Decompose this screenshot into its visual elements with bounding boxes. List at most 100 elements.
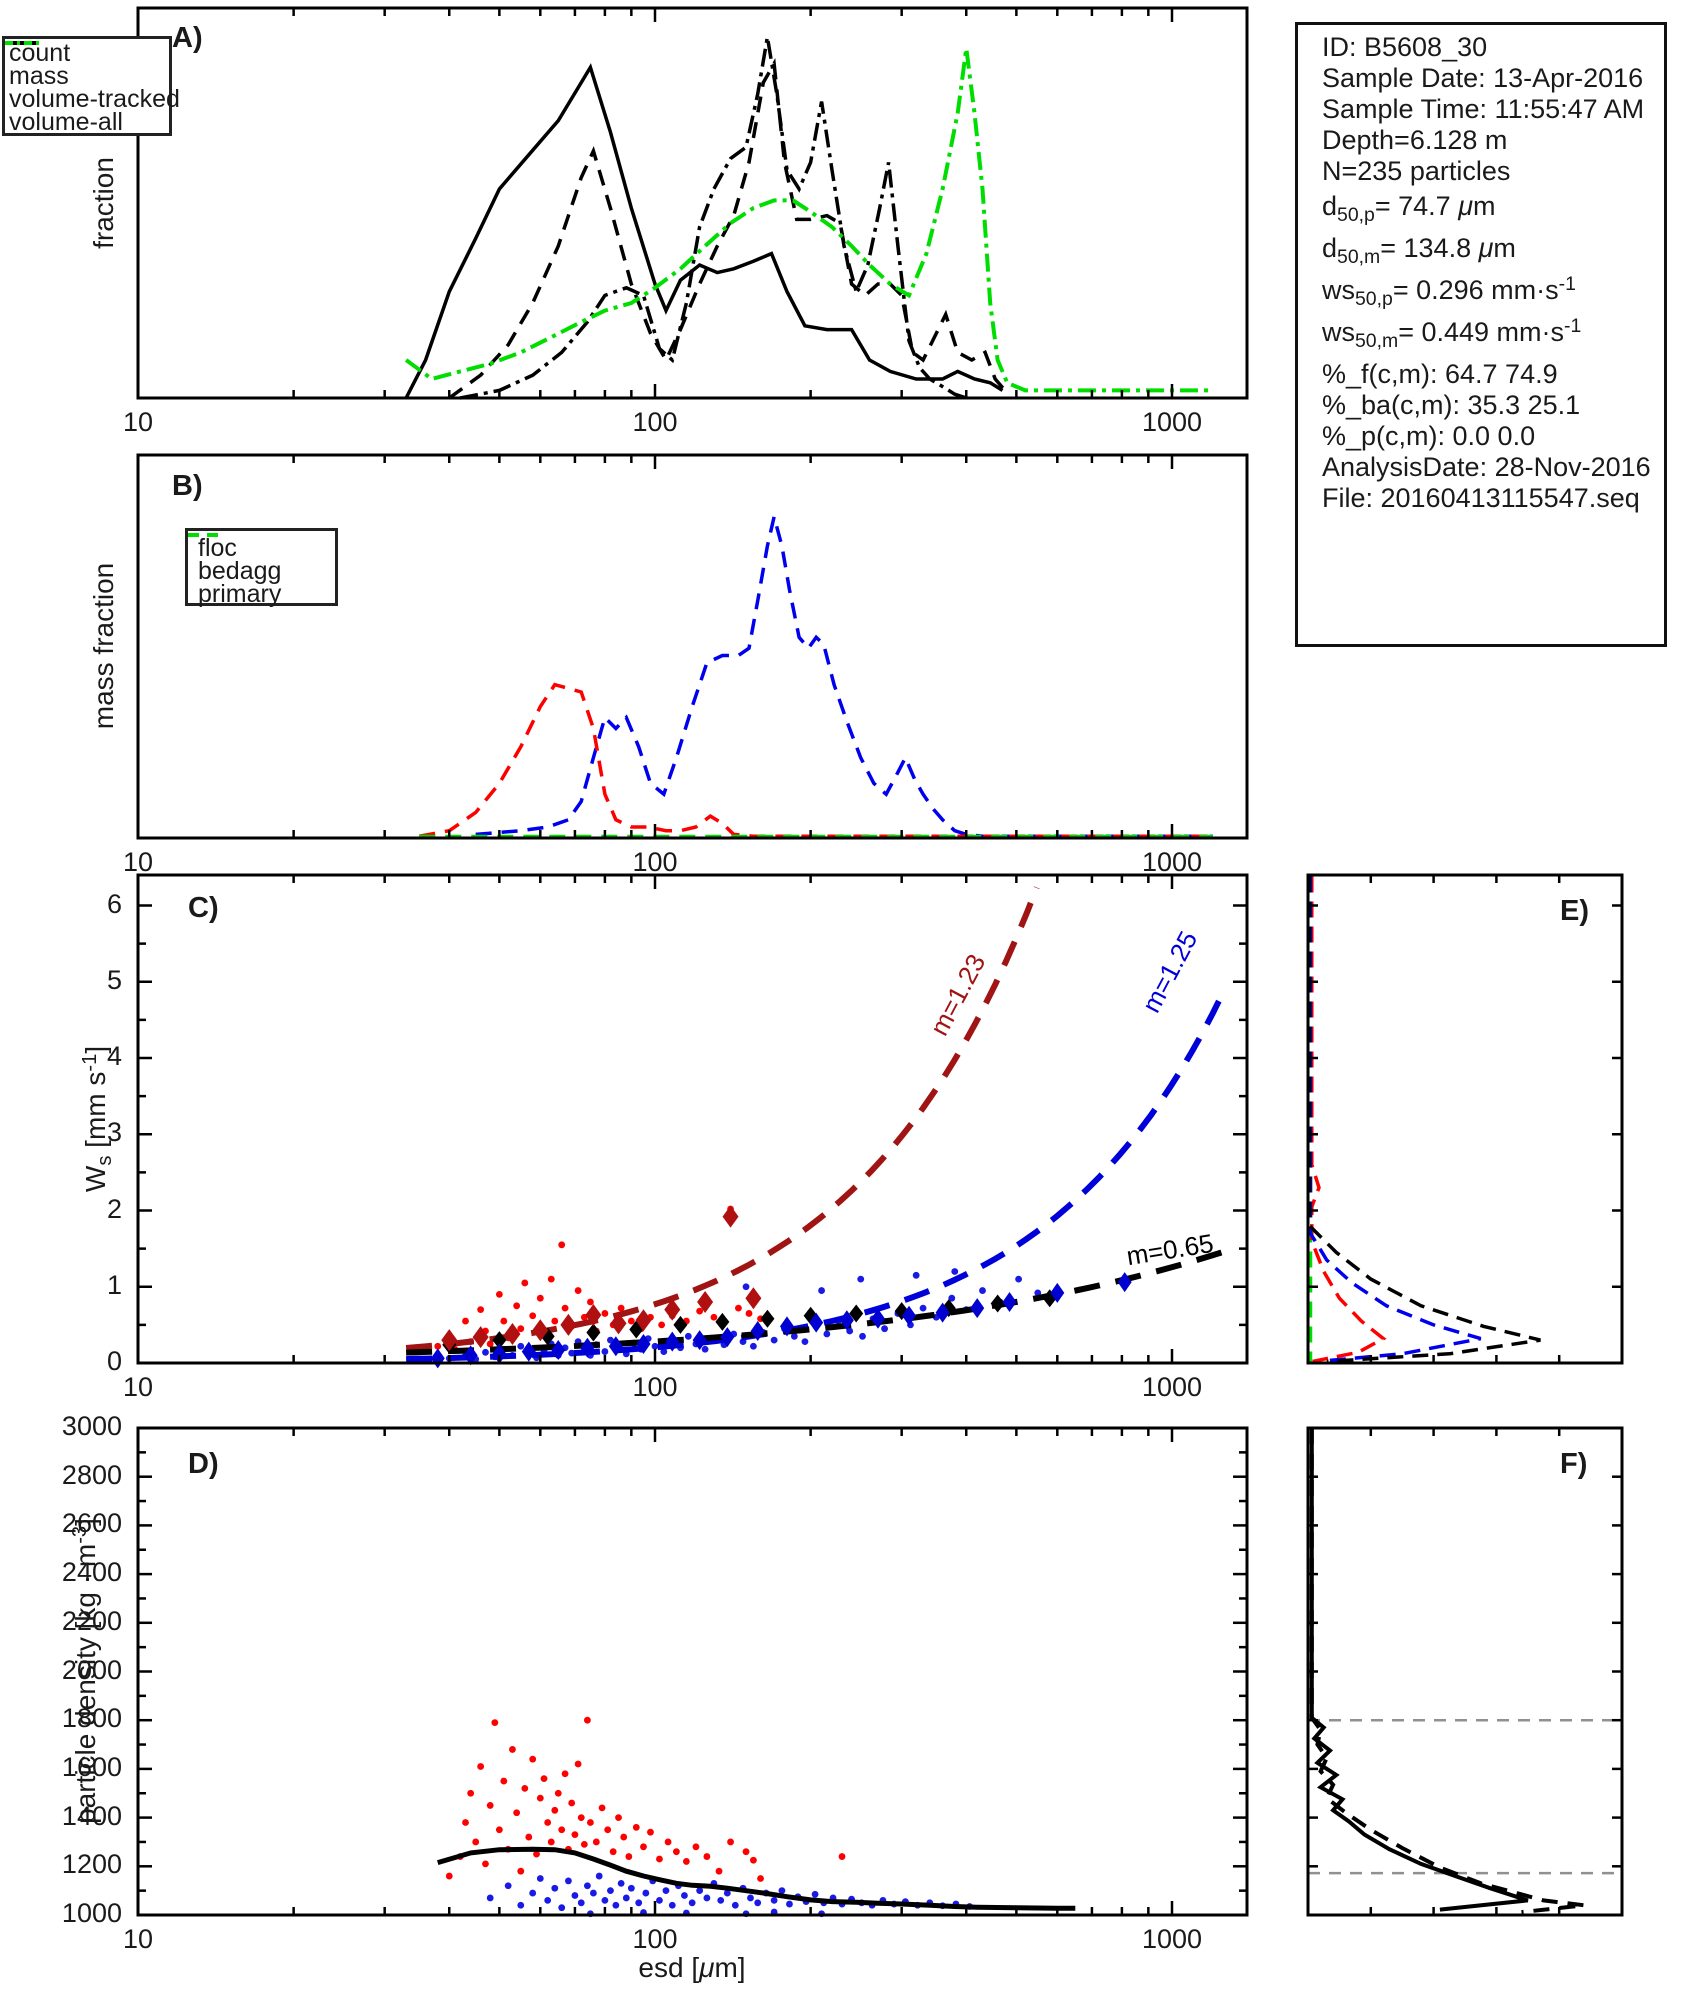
- panel-label-a: A): [172, 22, 203, 54]
- text-segment: N=235 particles: [1322, 156, 1511, 186]
- floc-density-dot: [747, 1894, 754, 1902]
- text-segment: d: [1322, 191, 1338, 221]
- floc-dot: [979, 1287, 986, 1294]
- all-diamond: [586, 1323, 601, 1342]
- floc-density-dot: [544, 1896, 552, 1904]
- all-diamond: [760, 1309, 775, 1328]
- text-segment: -1: [1558, 273, 1576, 296]
- text-segment: 50,p: [1355, 288, 1393, 311]
- bedagg-dot: [587, 1298, 594, 1306]
- floc-dot: [951, 1268, 959, 1275]
- text-segment: 1000: [1141, 407, 1203, 437]
- bedagg-density-dot: [571, 1831, 579, 1839]
- floc-density-dot: [565, 1877, 572, 1885]
- bedagg-dot: [486, 1340, 494, 1348]
- axis-box-F: [1306, 1426, 1624, 1917]
- panel-label-b: B): [172, 470, 203, 502]
- legend-panel-a: count mass volume-tracked volume-all: [2, 36, 180, 136]
- info-line-3: Depth=6.128 m: [1322, 126, 1664, 155]
- x-tick-label: 100: [632, 847, 677, 878]
- floc-diamond: [430, 1348, 445, 1369]
- y-axis-label-a: fraction: [88, 157, 120, 249]
- info-line-7: ws50,p= 0.296 mm·s-1: [1322, 273, 1664, 311]
- bedagg-density-dot: [554, 1789, 562, 1797]
- floc-density-dot: [662, 1887, 670, 1895]
- text-segment: 50,m: [1355, 330, 1399, 353]
- bedagg-density-dot: [647, 1828, 654, 1836]
- bedagg-density-dot: [750, 1856, 757, 1864]
- series-all-dist: [1307, 876, 1541, 1364]
- series-volume-all-line: [404, 48, 1213, 393]
- text-segment: 10: [122, 407, 154, 437]
- floc-density-dot: [589, 1889, 597, 1897]
- floc-density-dot: [731, 1901, 739, 1909]
- y-axis-label-d: particle density [kg · m-3]: [69, 1518, 102, 1824]
- floc-dot: [750, 1342, 757, 1350]
- floc-diamond: [1002, 1292, 1017, 1312]
- floc-dot: [801, 1338, 809, 1346]
- bedagg-density-dot: [592, 1838, 600, 1846]
- x-tick-label: 10: [123, 407, 153, 438]
- floc-dot: [482, 1348, 489, 1356]
- floc-density-dot: [504, 1882, 512, 1890]
- text-segment: %_f(c,m): 64.7 74.9: [1322, 359, 1558, 389]
- floc-density-dot: [622, 1894, 630, 1902]
- floc-density-dot: [558, 1904, 566, 1912]
- floc-diamond: [692, 1330, 707, 1351]
- text-segment: 100: [632, 847, 678, 877]
- text-segment: W: [80, 1165, 111, 1193]
- bedagg-dot: [658, 1321, 666, 1329]
- bedagg-density-dot: [568, 1799, 576, 1807]
- bedagg-density-dot: [561, 1770, 569, 1778]
- text-segment: 1600: [61, 1751, 122, 1782]
- floc-density-dot: [627, 1884, 635, 1892]
- floc-dot: [742, 1283, 750, 1291]
- floc-dot: [846, 1327, 854, 1335]
- bedagg-dot: [551, 1317, 559, 1325]
- text-segment: ]: [80, 1045, 111, 1054]
- all-diamond: [990, 1294, 1005, 1313]
- y-tick-label-c: 1: [58, 1270, 122, 1301]
- bedagg-diamond: [585, 1303, 602, 1326]
- y-tick-label-c: 3: [58, 1117, 122, 1148]
- text-segment: 10: [122, 1372, 154, 1402]
- bedagg-density-dot: [495, 1826, 503, 1834]
- y-tick-label-d: 2600: [30, 1508, 122, 1539]
- text-segment: m: [1473, 191, 1496, 221]
- bedagg-dot: [529, 1312, 537, 1320]
- panel-label-c: C): [188, 892, 219, 924]
- axis-box-E: [1306, 873, 1624, 1365]
- series-density-dist-count: [1309, 1428, 1529, 1912]
- bedagg-dot: [500, 1317, 508, 1325]
- text-segment: 5: [106, 964, 122, 995]
- x-tick-label: 1000: [1142, 1372, 1202, 1403]
- floc-diamond: [720, 1327, 735, 1348]
- bedagg-dot: [547, 1275, 555, 1283]
- bedagg-density-dot: [482, 1860, 489, 1868]
- legend-a-item-mass: mass: [5, 41, 169, 90]
- floc-density-dot: [551, 1884, 559, 1892]
- floc-dot: [823, 1330, 831, 1338]
- bedagg-density-dot: [486, 1802, 494, 1809]
- bedagg-density-dot: [467, 1789, 475, 1797]
- text-segment: ws: [1322, 275, 1355, 305]
- bedagg-density-dot: [577, 1814, 585, 1821]
- y-tick-label-c: 2: [58, 1193, 122, 1224]
- text-segment: ]: [70, 1518, 101, 1526]
- bedagg-density-dot: [574, 1760, 582, 1768]
- text-segment: μ: [699, 1952, 715, 1983]
- floc-dot: [1034, 1289, 1042, 1297]
- all-diamond: [673, 1315, 688, 1334]
- floc-density-dot: [607, 1887, 614, 1895]
- info-line-6: d50,m= 134.8 μm: [1322, 233, 1664, 269]
- text-segment: Sample Date: 13-Apr-2016: [1322, 63, 1644, 93]
- bedagg-dot: [601, 1310, 609, 1317]
- info-line-11: %_p(c,m): 0.0 0.0: [1322, 422, 1664, 451]
- info-line-12: AnalysisDate: 28-Nov-2016: [1322, 453, 1664, 482]
- text-segment: = 134.8: [1380, 233, 1479, 263]
- floc-dot: [601, 1348, 609, 1355]
- legend-label: volume-all: [9, 108, 123, 136]
- floc-dot: [881, 1325, 888, 1333]
- floc-density-dot: [642, 1889, 650, 1897]
